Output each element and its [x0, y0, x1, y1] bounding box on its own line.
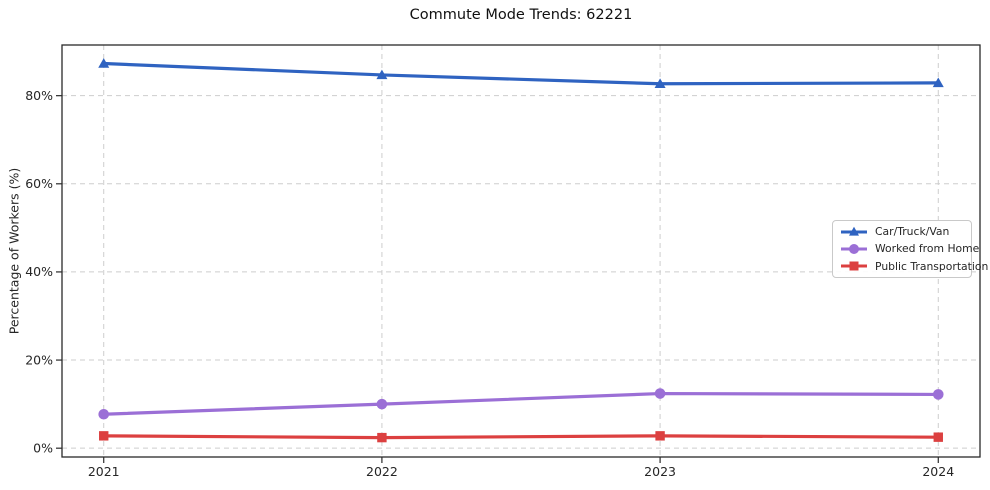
x-tick-label: 2024: [922, 464, 954, 479]
plot-border: [61, 44, 981, 458]
legend-marker-circle-icon: [841, 243, 867, 254]
x-tick-label: 2022: [366, 464, 398, 479]
y-tick-label: 60%: [25, 176, 53, 191]
legend-label: Car/Truck/Van: [875, 225, 950, 239]
data-point-triangle: [654, 78, 666, 88]
data-point-square: [377, 432, 387, 443]
data-point-circle: [98, 408, 110, 420]
legend-label: Worked from Home: [875, 242, 980, 256]
data-point-circle: [932, 389, 944, 400]
data-point-circle: [376, 398, 388, 410]
data-point-triangle: [932, 77, 944, 88]
data-point-square: [933, 432, 943, 442]
x-tick-label: 2023: [644, 464, 676, 479]
legend-item-worked-from-home: Worked from Home: [839, 242, 979, 256]
series-line: [102, 434, 940, 440]
y-tick-label: 80%: [25, 88, 53, 103]
data-point-triangle: [98, 58, 110, 68]
legend-marker-square-icon: [841, 261, 867, 271]
y-tick-label: 40%: [25, 264, 53, 279]
series-line: [102, 61, 940, 86]
chart-title: Commute Mode Trends: 62221: [409, 7, 633, 23]
legend-label: Public Transportation: [875, 259, 989, 273]
series-line: [102, 391, 940, 416]
x-tick-label: 2021: [88, 464, 120, 479]
y-tick-label: 20%: [25, 352, 53, 367]
legend-item-car-truck-van: Car/Truck/Van: [839, 225, 967, 239]
data-point-square: [99, 431, 109, 441]
y-tick-label: 0%: [33, 440, 53, 455]
data-point-triangle: [376, 69, 388, 80]
legend-marker-triangle-icon: [841, 226, 867, 236]
data-point-circle: [654, 388, 666, 399]
data-point-square: [655, 431, 665, 441]
legend: Car/Truck/Van Worked from Home Public Tr…: [832, 220, 988, 278]
legend-item-public-transportation: Public Transportation: [839, 259, 988, 273]
